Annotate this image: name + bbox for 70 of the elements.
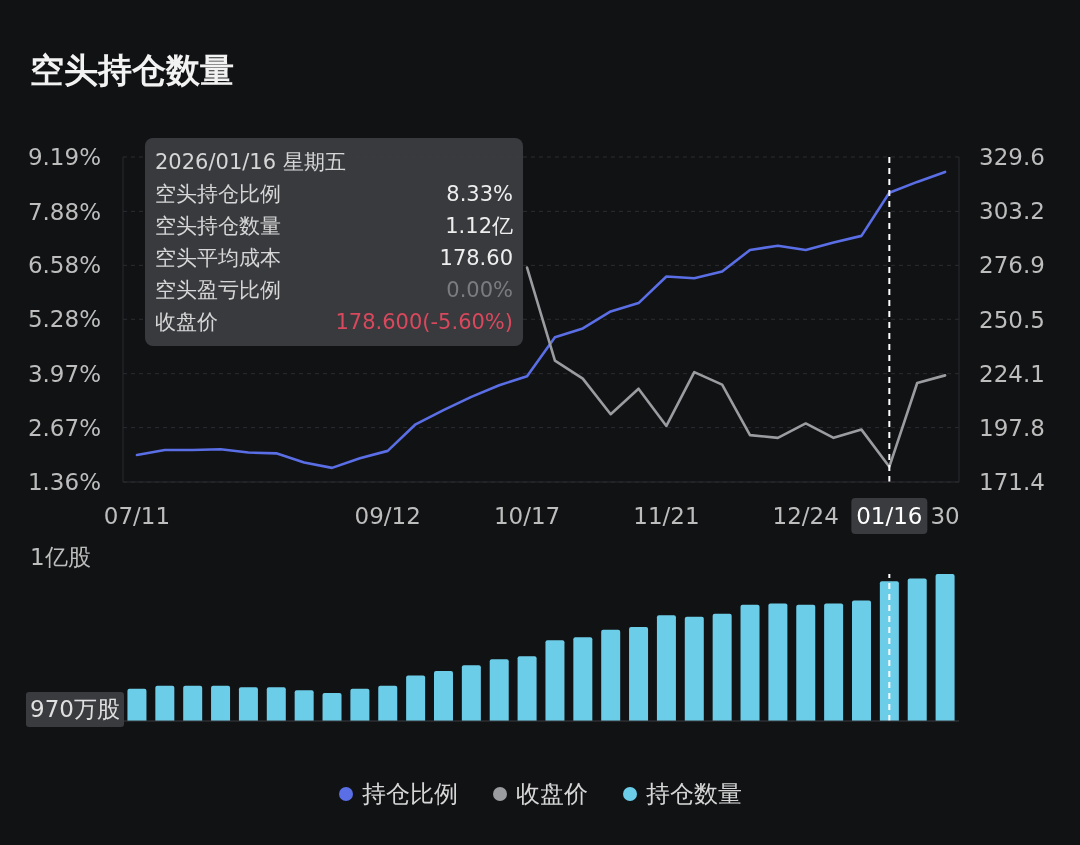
text: 970万股 xyxy=(26,692,124,727)
text: 1亿股 xyxy=(30,543,91,572)
bar xyxy=(851,600,871,721)
annotation: 178.60 xyxy=(439,245,513,272)
bar xyxy=(879,581,899,721)
bar xyxy=(155,685,175,721)
bar xyxy=(768,603,788,721)
y2-tick-label: 250.5 xyxy=(979,306,1045,333)
bar xyxy=(740,604,760,721)
bar xyxy=(796,604,816,721)
x-tick-label: 30 xyxy=(930,503,960,529)
bar xyxy=(211,685,231,721)
y-tick-label: 5.28% xyxy=(27,306,101,333)
annotation: 收盘价 xyxy=(155,309,218,336)
y-tick-label: 3.97% xyxy=(27,360,101,387)
line-series xyxy=(135,170,947,470)
bar xyxy=(322,693,342,721)
bar xyxy=(601,629,621,721)
bar xyxy=(545,640,565,721)
bar xyxy=(489,659,509,721)
x-tick-label: 10/17 xyxy=(493,503,561,529)
bar xyxy=(629,626,649,721)
legend-label: 收盘价 xyxy=(516,779,588,810)
bar xyxy=(238,687,258,721)
bar xyxy=(907,578,927,721)
y2-tick-label: 276.9 xyxy=(979,252,1045,279)
x-tick-label: 09/12 xyxy=(354,503,421,529)
annotation: 1.12亿 xyxy=(445,213,513,240)
legend-label: 持仓比例 xyxy=(362,779,458,810)
bar xyxy=(294,690,314,721)
bar xyxy=(378,685,398,721)
bar xyxy=(824,603,844,721)
y2-tick-label: 303.2 xyxy=(979,198,1045,225)
y-tick-label: 1.36% xyxy=(27,469,101,496)
annotation: 0.00% xyxy=(446,277,513,304)
bar xyxy=(684,616,704,721)
bar xyxy=(712,613,732,721)
annotation: 2026/01/16 星期五 xyxy=(155,149,347,176)
bar xyxy=(406,675,426,721)
chart-title: 空头持仓数量 xyxy=(30,49,234,92)
y-tick-label: 2.67% xyxy=(27,414,101,441)
y2-tick-label: 329.6 xyxy=(979,144,1045,171)
x-tick-label: 01/16 xyxy=(856,503,923,529)
line-series xyxy=(525,266,947,469)
bar xyxy=(350,688,370,721)
y-tick-label: 7.88% xyxy=(27,198,101,225)
bar xyxy=(573,637,593,721)
bar xyxy=(656,615,676,721)
y2-tick-label: 171.4 xyxy=(979,469,1045,496)
x-tick-label: 07/11 xyxy=(103,503,171,529)
bar xyxy=(517,656,537,721)
y2-tick-label: 224.1 xyxy=(979,360,1045,387)
x-tick-label: 12/24 xyxy=(772,503,839,529)
annotation: 178.600(-5.60%) xyxy=(335,309,513,336)
bar xyxy=(461,665,481,721)
legend-label: 持仓数量 xyxy=(646,779,742,810)
annotation: 空头盈亏比例 xyxy=(155,277,281,304)
annotation: 8.33% xyxy=(446,181,513,208)
x-tick-label: 11/21 xyxy=(633,503,700,529)
annotation: 空头平均成本 xyxy=(155,245,281,272)
y2-tick-label: 197.8 xyxy=(979,414,1045,441)
annotation: 空头持仓比例 xyxy=(155,181,281,208)
bar xyxy=(183,685,203,721)
annotation: 空头持仓数量 xyxy=(155,213,281,240)
bar xyxy=(266,687,286,721)
y-tick-label: 9.19% xyxy=(27,144,101,171)
bar xyxy=(127,688,147,721)
bar xyxy=(433,671,453,721)
bar xyxy=(935,574,955,721)
y-tick-label: 6.58% xyxy=(27,252,101,279)
